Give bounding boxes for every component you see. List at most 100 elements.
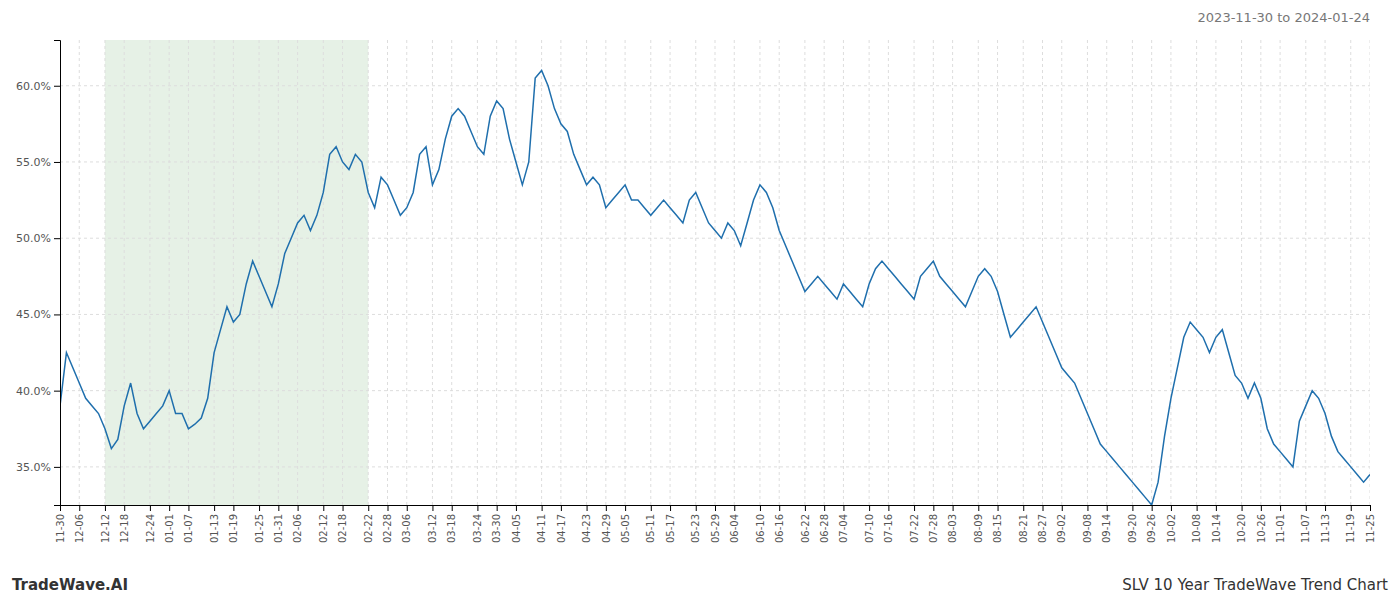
grid-line-y — [60, 238, 1370, 239]
x-tick-mark — [998, 505, 999, 511]
x-tick: 02-22 — [363, 505, 374, 543]
x-tick-label: 10-02 — [1166, 514, 1177, 543]
x-tick-mark — [79, 505, 80, 511]
x-tick-label: 01-31 — [273, 514, 284, 543]
x-tick-mark — [1171, 505, 1172, 511]
x-tick: 03-24 — [472, 505, 483, 543]
grid-line-x — [1260, 40, 1261, 505]
grid-line-x — [1280, 40, 1281, 505]
x-tick-label: 02-18 — [337, 514, 348, 543]
x-tick-mark — [914, 505, 915, 511]
x-tick: 07-16 — [883, 505, 894, 543]
y-tick-label: 40.0% — [16, 385, 51, 398]
x-tick-mark — [432, 505, 433, 511]
x-tick-label: 11-07 — [1300, 514, 1311, 543]
x-tick-mark — [760, 505, 761, 511]
footer-left: TradeWave.AI — [12, 576, 128, 594]
x-tick: 06-22 — [800, 505, 811, 543]
grid-line-y — [60, 314, 1370, 315]
x-tick-label: 02-22 — [363, 514, 374, 543]
x-tick: 12-12 — [100, 505, 111, 543]
x-tick-label: 04-17 — [556, 514, 567, 543]
grid-line-x — [1061, 40, 1062, 505]
x-tick-label: 11-01 — [1275, 514, 1286, 543]
x-tick: 08-03 — [947, 505, 958, 543]
grid-line-x — [1042, 40, 1043, 505]
x-tick-mark — [1351, 505, 1352, 511]
x-tick: 11-19 — [1345, 505, 1356, 543]
x-tick-mark — [388, 505, 389, 511]
grid-line-x — [451, 40, 452, 505]
x-tick-mark — [1197, 505, 1198, 511]
x-tick: 02-12 — [318, 505, 329, 543]
grid-line-x — [233, 40, 234, 505]
x-tick-mark — [1242, 505, 1243, 511]
grid-line-x — [387, 40, 388, 505]
x-tick: 07-28 — [928, 505, 939, 543]
grid-line-x — [824, 40, 825, 505]
x-tick-label: 02-12 — [318, 514, 329, 543]
x-tick-mark — [734, 505, 735, 511]
x-tick-mark — [497, 505, 498, 511]
x-tick-mark — [233, 505, 234, 511]
grid-line-x — [978, 40, 979, 505]
grid-line-x — [1151, 40, 1152, 505]
x-tick-label: 03-12 — [427, 514, 438, 543]
y-axis-line — [54, 41, 61, 506]
x-tick-mark — [1261, 505, 1262, 511]
y-tick: 60.0% — [16, 80, 60, 93]
y-tick-mark — [54, 86, 60, 87]
x-tick: 08-27 — [1037, 505, 1048, 543]
x-tick: 11-13 — [1320, 505, 1331, 543]
x-tick-mark — [1325, 505, 1326, 511]
x-tick-label: 07-04 — [838, 514, 849, 543]
grid-line-x — [342, 40, 343, 505]
x-tick: 01-13 — [209, 505, 220, 543]
x-tick-label: 06-04 — [729, 514, 740, 543]
x-tick: 07-10 — [864, 505, 875, 543]
x-tick-mark — [1023, 505, 1024, 511]
grid-line-x — [1325, 40, 1326, 505]
x-tick: 06-28 — [819, 505, 830, 543]
x-tick: 01-31 — [273, 505, 284, 543]
grid-line-x — [149, 40, 150, 505]
x-tick-label: 08-27 — [1037, 514, 1048, 543]
y-tick-label: 55.0% — [16, 156, 51, 169]
x-tick-mark — [933, 505, 934, 511]
x-tick-label: 05-23 — [690, 514, 701, 543]
grid-line-x — [477, 40, 478, 505]
y-axis: 35.0%40.0%45.0%50.0%55.0%60.0% — [16, 41, 60, 506]
y-tick-label: 45.0% — [16, 308, 51, 321]
x-tick-label: 07-22 — [909, 514, 920, 543]
x-tick-mark — [542, 505, 543, 511]
grid-line-x — [368, 40, 369, 505]
grid-line-x — [1087, 40, 1088, 505]
x-tick-label: 06-28 — [819, 514, 830, 543]
x-tick: 09-26 — [1146, 505, 1157, 543]
x-tick-mark — [625, 505, 626, 511]
grid-line-x — [1370, 40, 1371, 505]
x-tick: 03-12 — [427, 505, 438, 543]
x-tick-label: 11-30 — [55, 514, 66, 543]
x-tick: 07-04 — [838, 505, 849, 543]
x-tick-mark — [105, 505, 106, 511]
x-tick: 06-04 — [729, 505, 740, 543]
grid-line-y — [60, 466, 1370, 467]
x-tick-label: 08-15 — [992, 514, 1003, 543]
x-tick-label: 09-08 — [1082, 514, 1093, 543]
x-tick: 05-23 — [690, 505, 701, 543]
x-tick: 03-30 — [491, 505, 502, 543]
x-tick-mark — [1370, 505, 1371, 511]
x-tick: 02-28 — [382, 505, 393, 543]
x-tick-mark — [259, 505, 260, 511]
grid-line-x — [169, 40, 170, 505]
grid-line-x — [406, 40, 407, 505]
x-tick: 10-08 — [1191, 505, 1202, 543]
x-tick-mark — [670, 505, 671, 511]
x-tick-label: 09-26 — [1146, 514, 1157, 543]
x-tick-mark — [843, 505, 844, 511]
x-tick-label: 08-03 — [947, 514, 958, 543]
y-tick: 55.0% — [16, 156, 60, 169]
x-tick-label: 03-06 — [401, 514, 412, 543]
x-tick-label: 11-19 — [1345, 514, 1356, 543]
